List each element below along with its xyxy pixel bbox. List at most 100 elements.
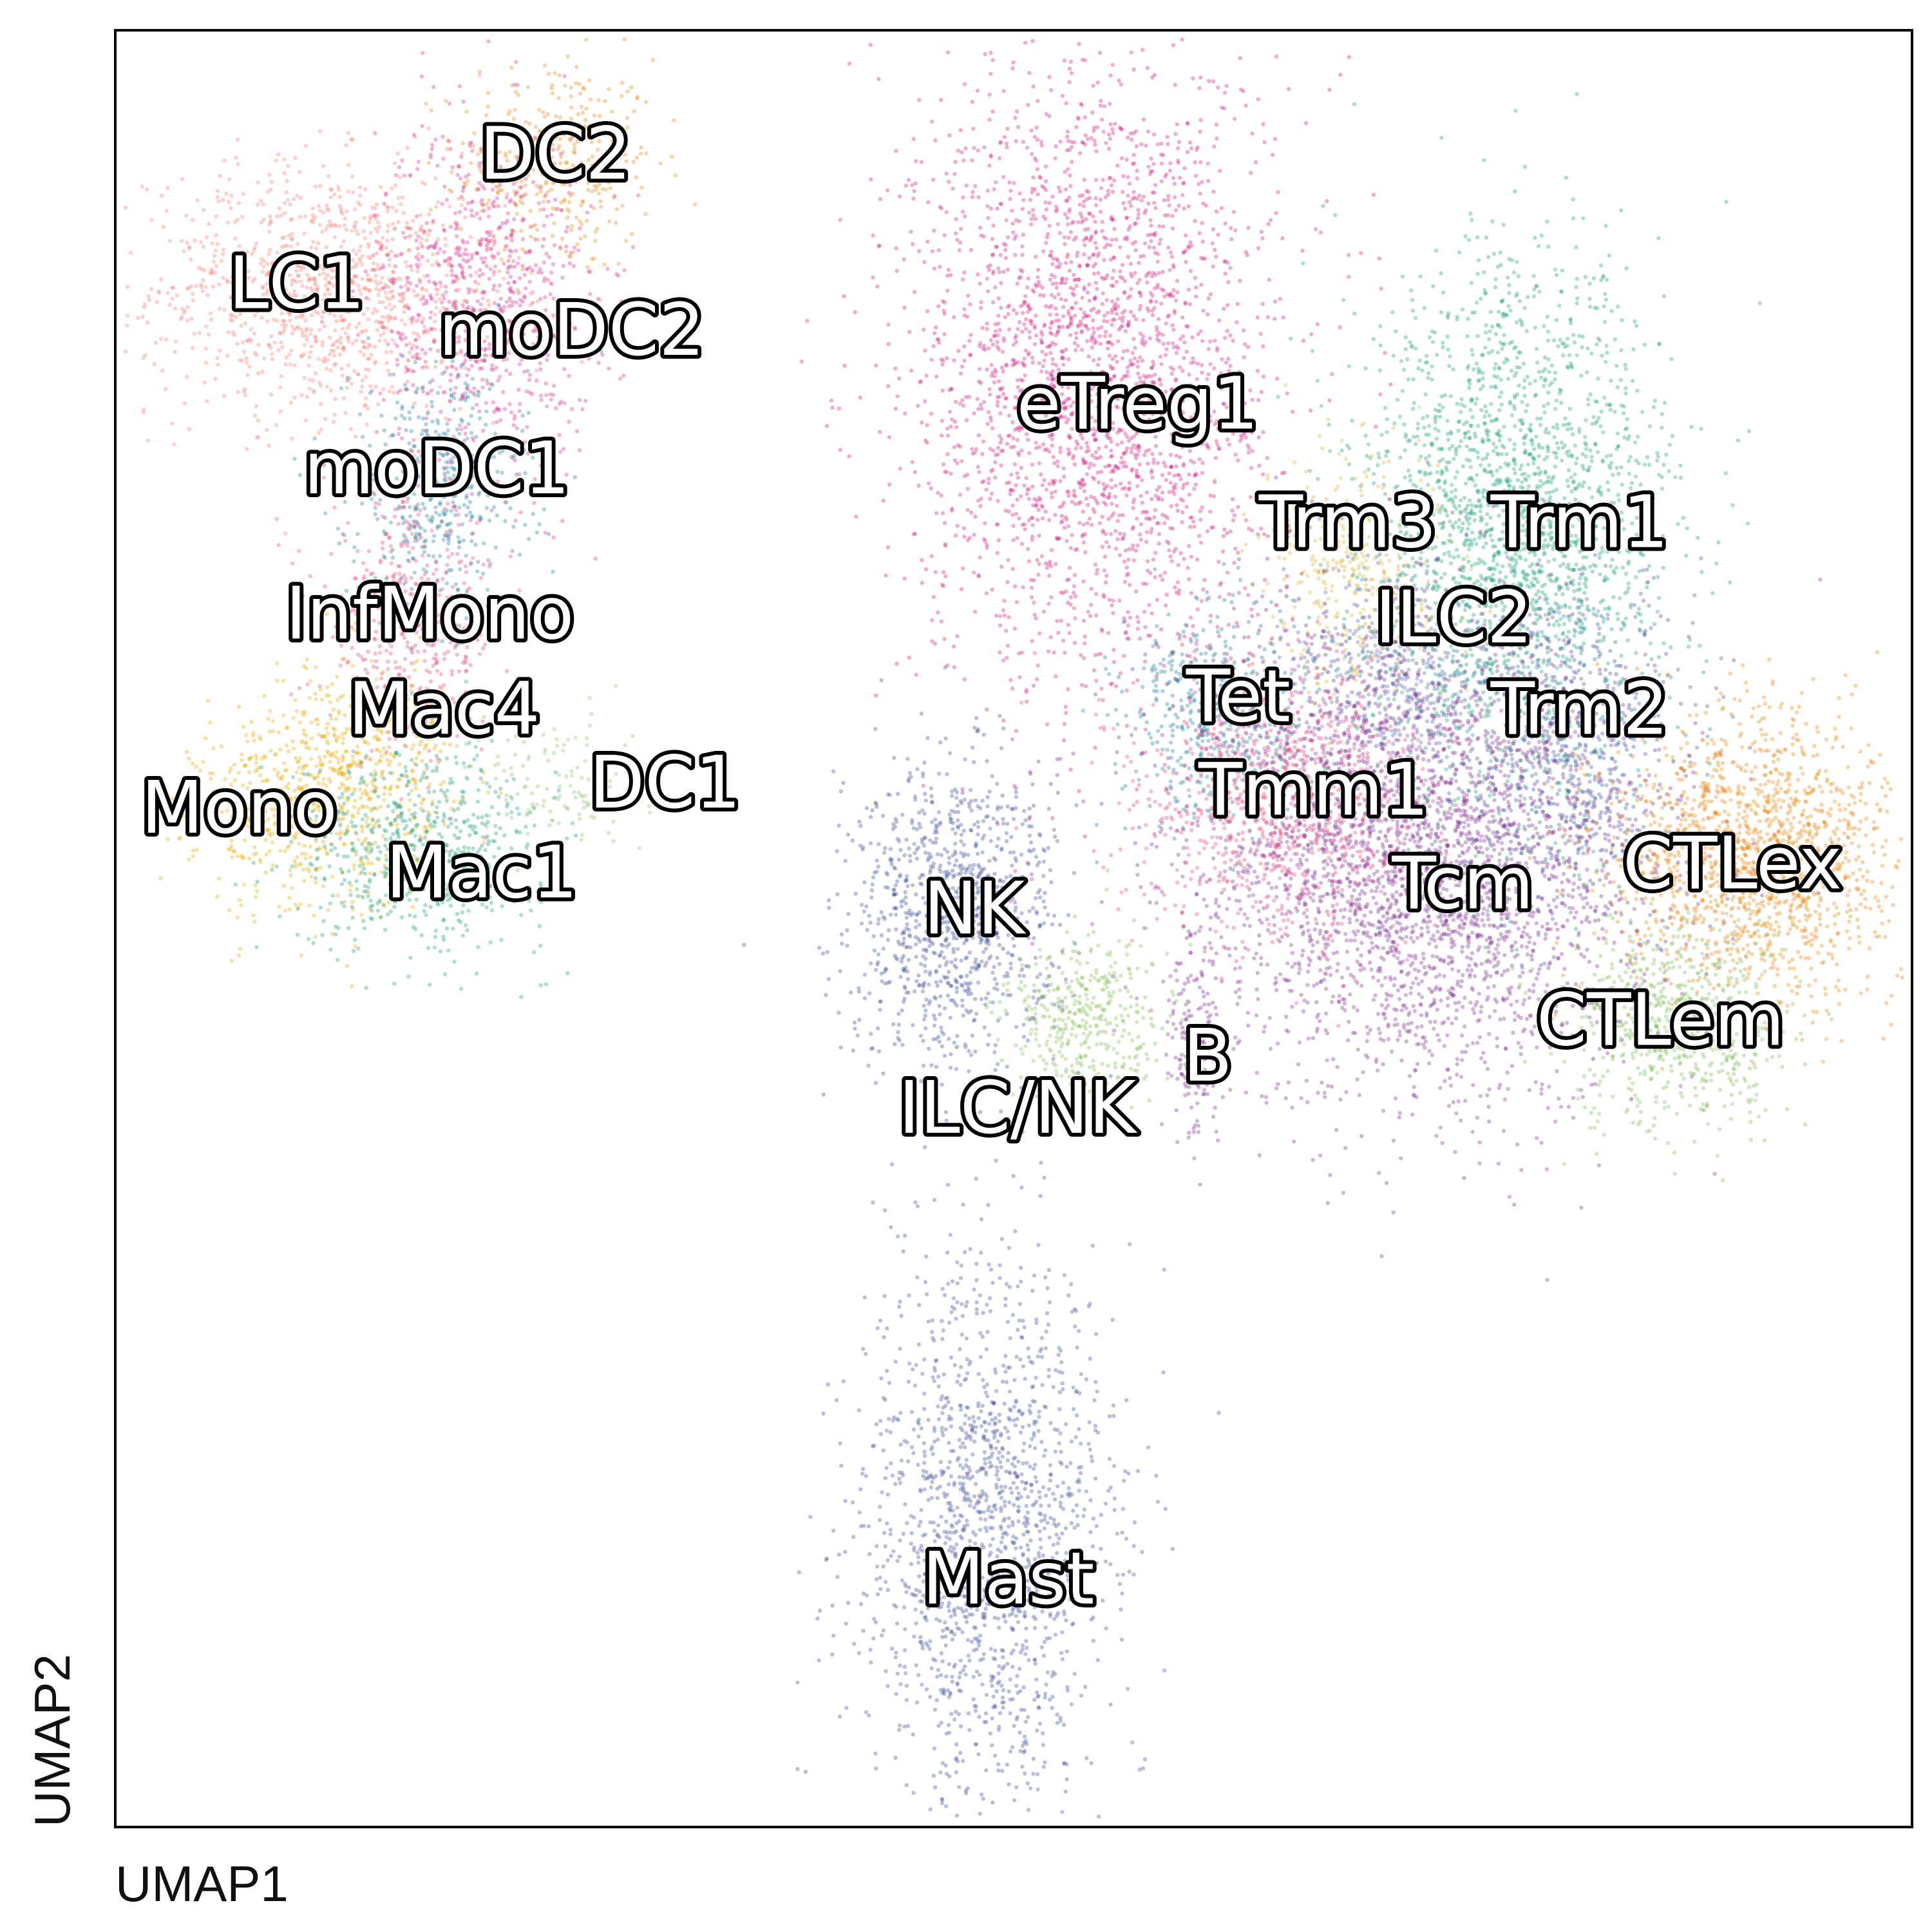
scatter-point bbox=[386, 342, 390, 346]
scatter-point bbox=[607, 156, 611, 160]
scatter-point bbox=[185, 305, 190, 310]
scatter-point bbox=[381, 235, 385, 240]
scatter-point bbox=[358, 796, 363, 800]
scatter-point bbox=[475, 288, 479, 292]
scatter-point bbox=[438, 384, 442, 390]
scatter-point bbox=[281, 678, 286, 683]
scatter-point bbox=[334, 361, 338, 366]
scatter-point bbox=[997, 156, 1002, 160]
scatter-point bbox=[539, 184, 544, 189]
scatter-point bbox=[290, 886, 294, 891]
scatter-point bbox=[298, 862, 302, 867]
scatter-point bbox=[355, 232, 360, 236]
scatter-point bbox=[562, 133, 567, 137]
scatter-point bbox=[486, 790, 491, 795]
scatter-point bbox=[433, 282, 438, 287]
scatter-point bbox=[520, 237, 526, 242]
scatter-point bbox=[545, 167, 549, 172]
scatter-point bbox=[424, 238, 429, 243]
scatter-point bbox=[270, 352, 274, 356]
scatter-point bbox=[497, 150, 502, 155]
scatter-point bbox=[125, 313, 130, 318]
scatter-point bbox=[611, 171, 616, 175]
scatter-point bbox=[567, 167, 572, 172]
scatter-point bbox=[538, 207, 543, 212]
scatter-point bbox=[365, 824, 370, 829]
scatter-point bbox=[332, 353, 337, 358]
scatter-point bbox=[328, 753, 333, 759]
scatter-point bbox=[549, 162, 553, 167]
scatter-point bbox=[409, 757, 414, 762]
scatter-point bbox=[199, 285, 204, 289]
scatter-point bbox=[428, 822, 433, 828]
scatter-point bbox=[334, 932, 338, 937]
scatter-point bbox=[457, 540, 462, 544]
scatter-point bbox=[345, 829, 349, 834]
scatter-point bbox=[560, 182, 565, 187]
scatter-point bbox=[223, 191, 229, 196]
scatter-point bbox=[361, 895, 365, 900]
scatter-point bbox=[480, 236, 484, 242]
scatter-point bbox=[362, 780, 366, 785]
scatter-point bbox=[603, 187, 608, 192]
scatter-point bbox=[313, 876, 318, 880]
scatter-point bbox=[1273, 299, 1278, 304]
scatter-point bbox=[299, 393, 304, 397]
scatter-point bbox=[332, 412, 337, 417]
scatter-point bbox=[574, 215, 579, 220]
scatter-point bbox=[320, 229, 325, 234]
scatter-point bbox=[362, 352, 366, 357]
scatter-point bbox=[549, 82, 554, 88]
scatter-point bbox=[567, 137, 572, 142]
scatter-point bbox=[340, 374, 345, 378]
scatter-point bbox=[373, 840, 378, 845]
scatter-point bbox=[389, 350, 393, 354]
scatter-point bbox=[1085, 290, 1090, 295]
scatter-point bbox=[292, 457, 297, 461]
scatter-point bbox=[299, 851, 305, 857]
scatter-point bbox=[567, 261, 572, 266]
scatter-point bbox=[325, 685, 330, 690]
scatter-point bbox=[398, 388, 402, 393]
scatter-point bbox=[466, 172, 471, 177]
scatter-point bbox=[159, 277, 164, 281]
scatter-point bbox=[593, 229, 598, 234]
scatter-point bbox=[454, 825, 459, 829]
scatter-point bbox=[1188, 615, 1193, 620]
scatter-point bbox=[457, 252, 461, 257]
scatter-point bbox=[395, 276, 400, 281]
scatter-point bbox=[403, 260, 408, 265]
scatter-point bbox=[375, 857, 380, 861]
scatter-point bbox=[426, 258, 430, 263]
scatter-point bbox=[473, 542, 478, 547]
scatter-point bbox=[307, 377, 312, 382]
scatter-point bbox=[464, 513, 469, 518]
scatter-point bbox=[345, 661, 350, 665]
scatter-point bbox=[415, 269, 420, 274]
scatter-point bbox=[404, 283, 408, 288]
scatter-point bbox=[497, 225, 502, 230]
scatter-point bbox=[251, 913, 256, 918]
scatter-point bbox=[343, 713, 347, 717]
scatter-point bbox=[393, 801, 397, 806]
scatter-point bbox=[389, 549, 393, 554]
scatter-point bbox=[544, 393, 549, 397]
scatter-point bbox=[328, 713, 333, 717]
scatter-point bbox=[913, 290, 917, 294]
scatter-point bbox=[624, 159, 629, 164]
scatter-point bbox=[383, 290, 388, 295]
scatter-point bbox=[220, 252, 225, 256]
scatter-point bbox=[414, 762, 419, 767]
scatter-point bbox=[497, 283, 502, 288]
scatter-point bbox=[318, 208, 323, 213]
scatter-point bbox=[257, 734, 262, 739]
scatter-point bbox=[442, 533, 447, 538]
scatter-point bbox=[140, 184, 145, 189]
scatter-point bbox=[486, 214, 491, 219]
scatter-point bbox=[1158, 354, 1163, 359]
scatter-point bbox=[316, 204, 321, 208]
scatter-point bbox=[603, 99, 607, 103]
scatter-point bbox=[460, 238, 465, 243]
scatter-point bbox=[479, 150, 484, 155]
scatter-point bbox=[550, 91, 555, 96]
